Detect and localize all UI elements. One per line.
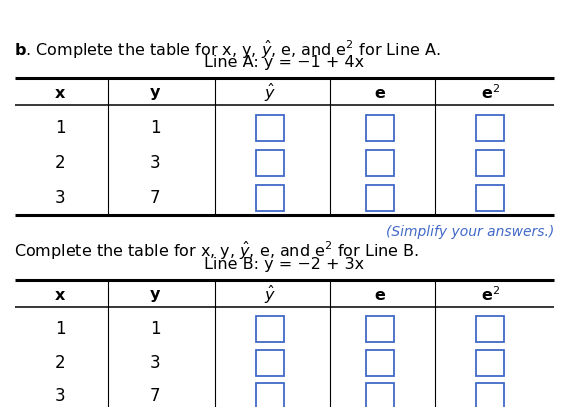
Bar	[366, 150, 394, 176]
Text: 1: 1	[150, 320, 160, 338]
Text: 7: 7	[150, 189, 160, 207]
Text: x: x	[55, 287, 65, 302]
Bar	[366, 350, 394, 376]
Text: e$^2$: e$^2$	[480, 84, 500, 102]
Bar	[476, 115, 504, 141]
Text: e: e	[374, 85, 385, 101]
Bar	[366, 316, 394, 342]
Bar	[256, 316, 284, 342]
Text: Line A: y = −1 + 4x: Line A: y = −1 + 4x	[204, 55, 364, 70]
Bar	[256, 185, 284, 211]
Text: $\hat{y}$: $\hat{y}$	[264, 82, 276, 104]
Text: Line B: y = −2 + 3x: Line B: y = −2 + 3x	[204, 258, 364, 273]
Text: 3: 3	[150, 354, 160, 372]
Text: Complete the table for x, y, $\hat{y}$, e, and e$^2$ for Line B.: Complete the table for x, y, $\hat{y}$, …	[14, 240, 419, 262]
Text: 3: 3	[150, 154, 160, 172]
Bar	[256, 383, 284, 407]
Text: $\mathbf{b}$. Complete the table for x, y, $\hat{y}$, e, and e$^2$ for Line A.: $\mathbf{b}$. Complete the table for x, …	[14, 39, 440, 61]
Text: 1: 1	[55, 119, 65, 137]
Text: (Simplify your answers.): (Simplify your answers.)	[386, 225, 554, 239]
Bar	[476, 316, 504, 342]
Text: $\hat{y}$: $\hat{y}$	[264, 284, 276, 306]
Bar	[476, 185, 504, 211]
Bar	[366, 115, 394, 141]
Text: e$^2$: e$^2$	[480, 286, 500, 304]
Text: 3: 3	[55, 189, 65, 207]
Text: 2: 2	[55, 154, 65, 172]
Text: 1: 1	[55, 320, 65, 338]
Text: 3: 3	[55, 387, 65, 405]
Bar	[256, 150, 284, 176]
Text: x: x	[55, 85, 65, 101]
Bar	[366, 383, 394, 407]
Text: y: y	[150, 85, 160, 101]
Text: 7: 7	[150, 387, 160, 405]
Bar	[476, 350, 504, 376]
Bar	[476, 150, 504, 176]
Text: y: y	[150, 287, 160, 302]
Bar	[476, 383, 504, 407]
Text: e: e	[374, 287, 385, 302]
Text: 2: 2	[55, 354, 65, 372]
Bar	[256, 115, 284, 141]
Bar	[256, 350, 284, 376]
Text: 1: 1	[150, 119, 160, 137]
Bar	[366, 185, 394, 211]
